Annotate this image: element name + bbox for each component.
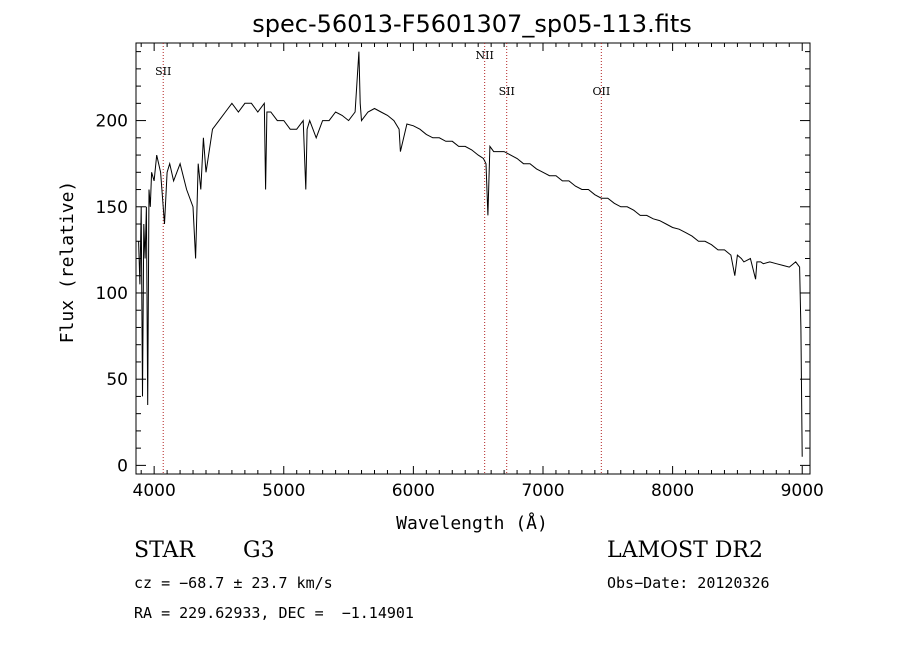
x-tick-label: 6000 (392, 481, 435, 501)
y-tick-label: 200 (96, 112, 128, 132)
marker-label: NII (476, 49, 494, 62)
x-tick-label: 5000 (262, 481, 305, 501)
x-tick-label: 8000 (651, 481, 694, 501)
axis-ticks: 4000 5000 6000 7000 8000 9000 0 50 100 150 200 (96, 43, 824, 501)
object-subclass: G3 (243, 538, 275, 563)
object-class: STAR (134, 538, 195, 563)
spectrum-series-line (138, 51, 803, 457)
survey-label: LAMOST DR2 (607, 538, 763, 563)
plot-frame (135, 42, 811, 475)
y-tick-label: 50 (106, 370, 128, 390)
y-tick-label: 150 (96, 198, 128, 218)
redshift-velocity: cz = −68.7 ± 23.7 km/s (134, 574, 333, 592)
marker-label: SII (155, 65, 171, 78)
marker-label: SII (499, 85, 515, 98)
x-tick-label: 7000 (521, 481, 564, 501)
x-tick-label: 4000 (133, 481, 176, 501)
y-tick-label: 0 (117, 456, 128, 476)
y-tick-label: 100 (96, 284, 128, 304)
x-tick-label: 9000 (781, 481, 824, 501)
observation-date: Obs−Date: 20120326 (607, 574, 770, 592)
x-axis-label: Wavelength (Å) (396, 512, 548, 534)
y-axis-label: Flux (relative) (57, 181, 78, 344)
emission-line-markers: SII NII SII OII (155, 43, 610, 474)
sky-coordinates: RA = 229.62933, DEC = −1.14901 (134, 604, 414, 622)
marker-label: OII (592, 85, 610, 98)
chart-title: spec-56013-F5601307_sp05-113.fits (252, 10, 691, 38)
